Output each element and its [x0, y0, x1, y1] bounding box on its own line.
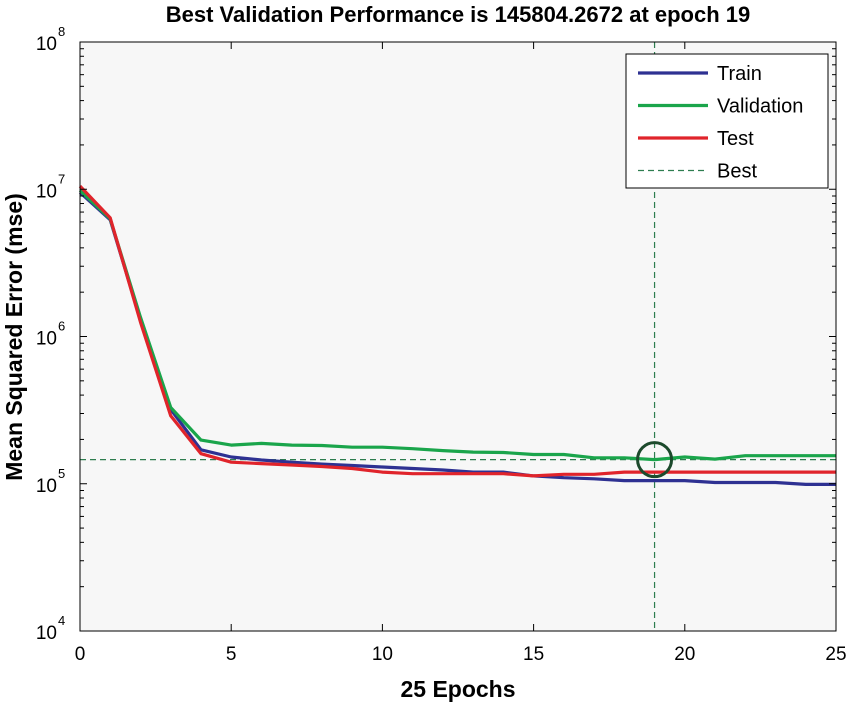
x-tick-label: 20: [674, 644, 695, 665]
legend-label-test: Test: [717, 128, 754, 150]
legend-box: [625, 53, 829, 189]
y-tick-exponent: 8: [58, 24, 65, 39]
y-tick-label: 10: [36, 476, 57, 497]
y-tick-exponent: 6: [58, 319, 65, 334]
series-line-test: [78, 184, 836, 478]
x-tick-label: 10: [372, 644, 393, 665]
x-axis-label: 25 Epochs: [400, 676, 515, 702]
y-tick-label: 10: [36, 181, 57, 202]
series-lines: [78, 184, 836, 486]
legend-label-train: Train: [717, 63, 762, 85]
series-line-train: [78, 191, 836, 486]
x-tick-label: 25: [825, 644, 846, 665]
series-line-validation: [78, 189, 836, 462]
y-axis-label: Mean Squared Error (mse): [1, 193, 27, 481]
y-tick-exponent: 5: [58, 466, 65, 481]
y-tick-exponent: 7: [58, 171, 65, 186]
legend-label-best: Best: [717, 161, 757, 183]
legend: Train Validation Test Best: [625, 53, 829, 189]
y-tick-label: 10: [36, 329, 57, 350]
y-tick-exponent: 4: [58, 613, 65, 628]
best-marker-group: [636, 441, 674, 479]
legend-label-validation: Validation: [717, 96, 803, 118]
y-tick-label: 10: [36, 623, 57, 644]
best-point-marker: [636, 441, 674, 479]
y-tick-label: 10: [36, 34, 57, 55]
x-tick-label: 5: [226, 644, 237, 665]
x-tick-label: 15: [523, 644, 544, 665]
chart-title: Best Validation Performance is 145804.26…: [166, 2, 751, 27]
x-tick-label: 0: [75, 644, 86, 665]
